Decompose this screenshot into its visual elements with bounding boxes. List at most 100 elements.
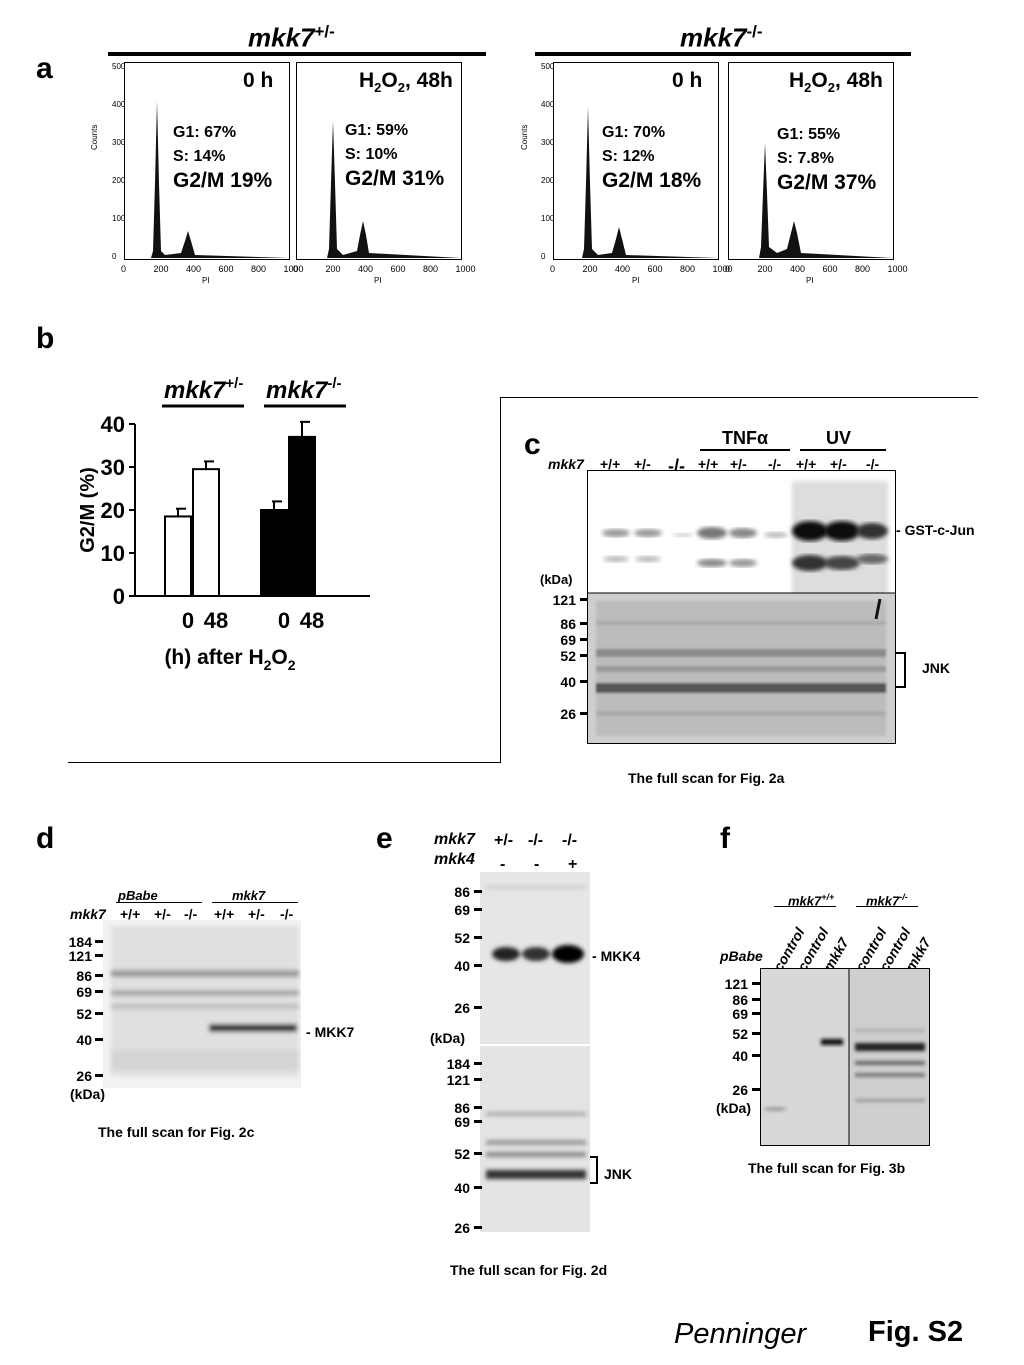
mw-tick bbox=[95, 1038, 103, 1041]
mw-marker: 26 bbox=[454, 1000, 470, 1016]
hist-x-tick: 600 bbox=[218, 264, 234, 274]
hist-y-tick: 300 bbox=[112, 138, 126, 147]
caption-f: The full scan for Fig. 3b bbox=[748, 1160, 906, 1176]
histogram-stats: G1: 67% S: 14% G2/M 19% bbox=[173, 121, 272, 193]
lane-label: +/- bbox=[634, 456, 651, 472]
lane-row-label: mkk7 bbox=[548, 456, 584, 472]
band-label-jnk-c: JNK bbox=[922, 660, 951, 676]
title-sub: 2 bbox=[827, 80, 835, 96]
group-sup: +/+ bbox=[821, 892, 835, 902]
caption-e: The full scan for Fig. 2d bbox=[450, 1262, 608, 1278]
g1-stat: G1: 55% bbox=[777, 126, 841, 143]
mw-tick bbox=[474, 964, 482, 967]
header-bar-ko bbox=[535, 52, 911, 56]
mw-marker: 69 bbox=[76, 984, 92, 1000]
lane-label-mkk7: +/- bbox=[494, 832, 514, 849]
hist-x-tick: 200 bbox=[582, 264, 598, 274]
histogram-title: 0 h bbox=[672, 69, 703, 92]
x-label-subscript: 2 bbox=[264, 657, 272, 673]
hist-x-tick: 400 bbox=[790, 264, 806, 274]
mw-marker: 86 bbox=[454, 1100, 470, 1116]
lane-label-mkk4: - bbox=[534, 856, 540, 873]
lane-label-mkk7: -/- bbox=[528, 832, 544, 849]
genotype-ko-header: mkk7-/- bbox=[680, 22, 763, 54]
histogram-stats: G1: 70% S: 12% G2/M 18% bbox=[602, 121, 701, 193]
lane-label: +/- bbox=[248, 906, 265, 922]
row2-label-e: mkk4 bbox=[434, 851, 475, 868]
mw-marker: 52 bbox=[454, 1146, 470, 1162]
hist-x-tick: 800 bbox=[855, 264, 871, 274]
mw-tick bbox=[580, 638, 588, 641]
mw-marker: 40 bbox=[76, 1032, 92, 1048]
lane-label: +/- bbox=[830, 456, 847, 472]
footer-figure-label: Fig. S2 bbox=[868, 1316, 964, 1348]
mw-marker: 26 bbox=[454, 1220, 470, 1236]
hist-y-tick: 100 bbox=[112, 214, 126, 223]
hist-x-tick: 1000 bbox=[455, 264, 476, 274]
header-bar-het bbox=[108, 52, 486, 56]
histogram-ko-0h: 0 h G1: 70% S: 12% G2/M 18% bbox=[553, 62, 719, 260]
lane-label: +/- bbox=[154, 906, 171, 922]
panel-label-b: b bbox=[36, 322, 55, 355]
group-header: mkk7-/- bbox=[266, 375, 342, 404]
title-part: H bbox=[359, 69, 375, 92]
bar bbox=[288, 435, 316, 598]
mw-tick bbox=[580, 654, 588, 657]
band-label-mkk4-e: - MKK4 bbox=[592, 948, 641, 964]
genotype-sup: +/- bbox=[314, 22, 335, 41]
group-label-mkk7-d: mkk7 bbox=[232, 888, 266, 903]
x-tick-label: 0 bbox=[182, 608, 194, 633]
mw-tick bbox=[474, 1006, 482, 1009]
histogram-het-h2o2: H2O2, 48h G1: 59% S: 10% G2/M 31% bbox=[296, 62, 462, 260]
group-text: mkk7 bbox=[866, 893, 900, 909]
histogram-title: 0 h bbox=[243, 69, 274, 92]
title-part: O bbox=[811, 69, 828, 92]
lane-label-mkk7: -/- bbox=[562, 832, 578, 849]
hist-x-tick: 400 bbox=[615, 264, 631, 274]
mw-marker: 86 bbox=[732, 992, 748, 1008]
x-axis-label: (h) after H2O2 bbox=[164, 646, 295, 673]
band-text: MKK7 bbox=[314, 1024, 355, 1040]
title-sub: 2 bbox=[374, 80, 382, 96]
s-stat: S: 10% bbox=[345, 146, 398, 163]
band-text: MKK4 bbox=[600, 948, 641, 964]
hist-y-tick: 500 bbox=[112, 62, 126, 71]
mw-marker: 52 bbox=[732, 1026, 748, 1042]
mw-marker: 40 bbox=[732, 1048, 748, 1064]
mw-tick bbox=[474, 908, 482, 911]
mw-marker: 121 bbox=[552, 592, 576, 608]
s-stat: S: 14% bbox=[173, 148, 226, 165]
x-label-subscript: 2 bbox=[288, 657, 296, 673]
hist-x-tick: 0 bbox=[725, 264, 731, 274]
footer-author: Penninger bbox=[674, 1318, 807, 1350]
histogram-title: H2O2, 48h bbox=[789, 69, 883, 95]
treatment-uv-bar bbox=[800, 449, 886, 451]
hist-x-tick: 400 bbox=[358, 264, 374, 274]
g1-stat: G1: 70% bbox=[602, 124, 666, 141]
blot-f-image bbox=[761, 969, 929, 1145]
mw-marker: 69 bbox=[560, 632, 576, 648]
lane-label: +/+ bbox=[214, 906, 235, 922]
y-axis-label: G2/M (%) bbox=[80, 467, 99, 553]
mw-tick bbox=[752, 1012, 760, 1015]
treatment-tnf-label: TNFα bbox=[722, 428, 768, 449]
mw-tick bbox=[474, 1078, 482, 1081]
hist-y-tick: 400 bbox=[541, 100, 555, 109]
histogram-stats: G1: 59% S: 10% G2/M 31% bbox=[345, 119, 444, 191]
group-header-sup: -/- bbox=[327, 375, 341, 392]
mw-tick bbox=[95, 974, 103, 977]
panel-c-border-top bbox=[500, 397, 978, 398]
genotype-sup: -/- bbox=[746, 22, 763, 41]
mw-marker: 86 bbox=[560, 616, 576, 632]
band-label-mkk7-d: - MKK7 bbox=[306, 1024, 355, 1040]
group-bar-mkk7-d bbox=[212, 902, 298, 903]
band-label-gst-cjun: - GST-c-Jun bbox=[896, 522, 975, 538]
hist-y-tick: 400 bbox=[112, 100, 126, 109]
panel-label-d: d bbox=[36, 822, 55, 855]
mw-marker: 86 bbox=[76, 968, 92, 984]
hist-x-tick: 1000 bbox=[887, 264, 908, 274]
treatment-uv-label: UV bbox=[826, 428, 852, 448]
group-label-pbabe-d: pBabe bbox=[118, 888, 158, 903]
histogram-trace bbox=[125, 101, 289, 258]
